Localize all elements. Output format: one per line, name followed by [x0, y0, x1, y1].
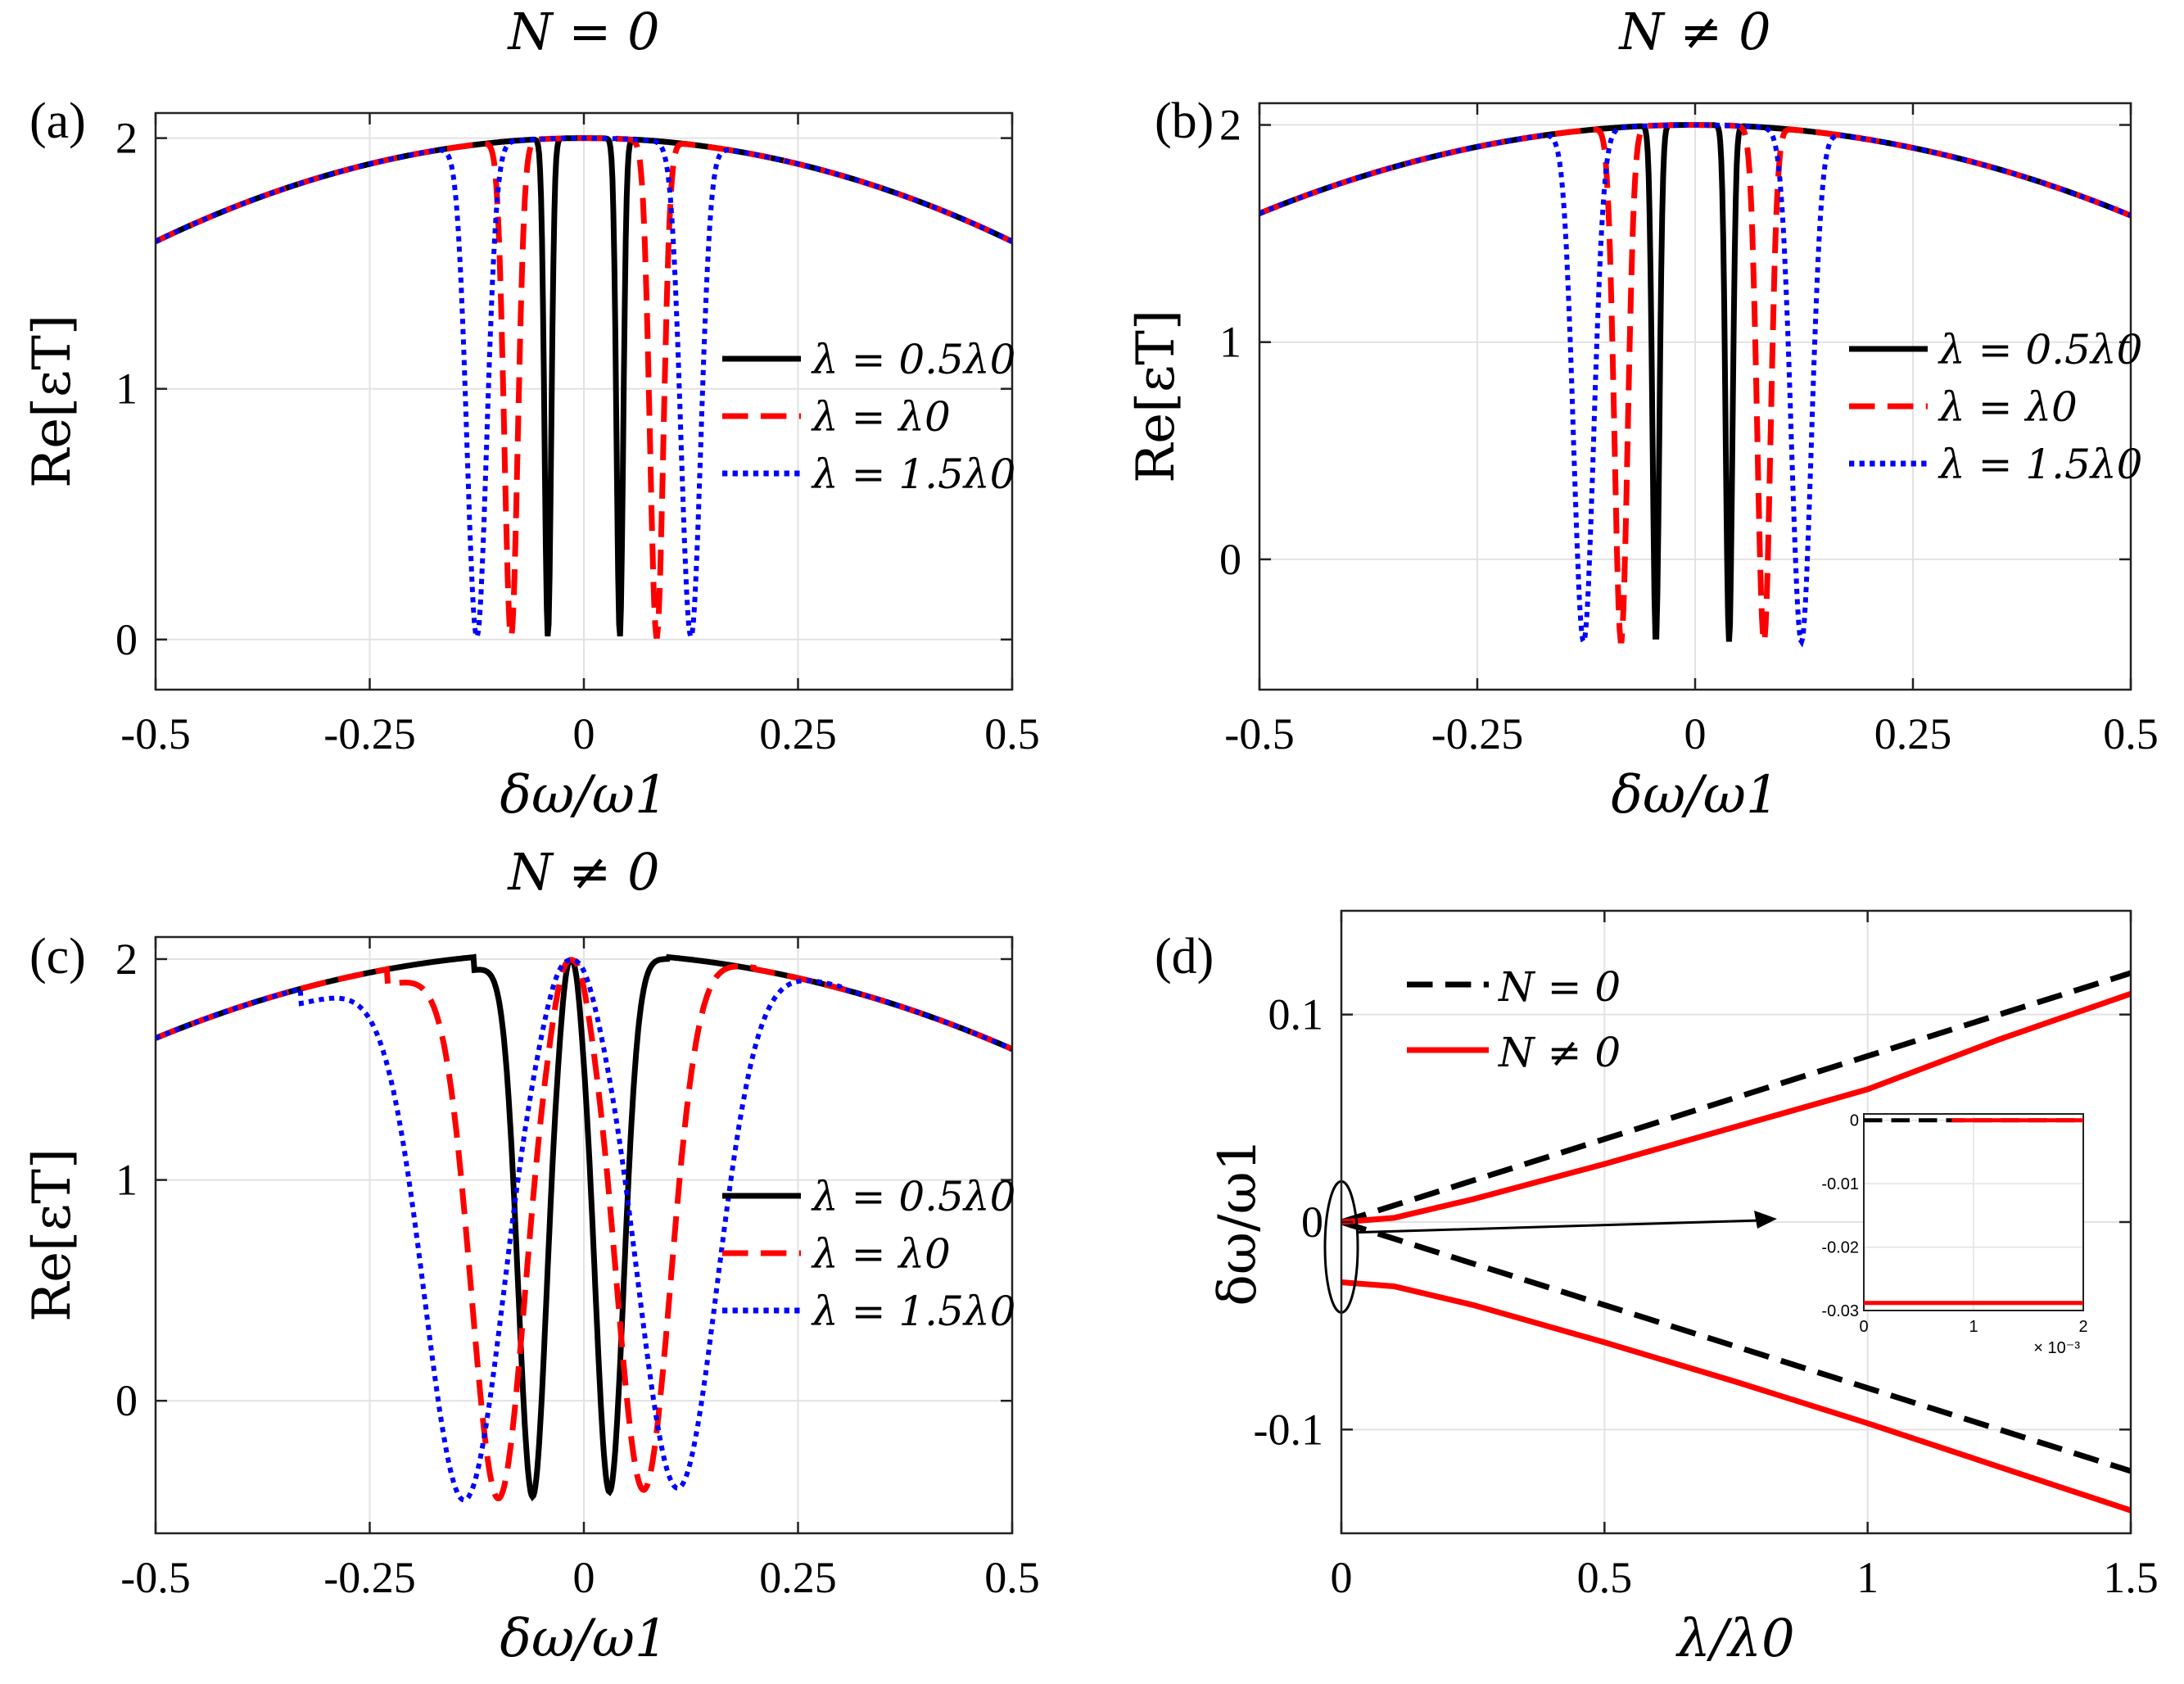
- x-tick-label: 0: [573, 709, 595, 758]
- legend-label-1: N ≠ 0: [1498, 1029, 1621, 1076]
- y-tick-label: -0.1: [1254, 1405, 1323, 1454]
- panel-0: -0.5 -0.25 0 0.25 0.5 0 1 2 N = 0 (a) δω/ω1 Re[εT] λ…: [22, 2, 1040, 826]
- panel-label: (b): [1155, 93, 1214, 149]
- inset-exponent-label: × 10⁻³: [2033, 1339, 2080, 1357]
- x-tick-label: -0.25: [323, 709, 415, 758]
- legend-label-1: λ = λ0: [811, 393, 951, 441]
- series-line-2: [1259, 122, 2131, 648]
- y-axis-label: δω/ω1: [1208, 1138, 1268, 1306]
- series-line-1-lower: [1341, 1279, 2131, 1514]
- y-tick-label: 0.1: [1268, 990, 1324, 1039]
- panel-label: (d): [1155, 929, 1214, 985]
- inset: 0 1 2 0 -0.01 -0.02 -0.03 × 10⁻³: [1821, 1112, 2087, 1357]
- panel-title: N ≠ 0: [1617, 2, 1770, 61]
- inset-x-tick-label: 0: [1859, 1318, 1868, 1336]
- y-axis-label: Re[εT]: [22, 315, 83, 488]
- x-tick-label: 1.5: [2103, 1553, 2159, 1602]
- inset-y-tick-label: 0: [1850, 1112, 1859, 1130]
- x-tick-label: -0.25: [323, 1553, 415, 1602]
- data-layer: [1259, 122, 2131, 648]
- legend-label-0: λ = 0.5λ0: [1938, 326, 2142, 373]
- y-tick-label: 0: [1219, 535, 1241, 584]
- inset-y-tick-label: -0.01: [1821, 1175, 1859, 1193]
- x-tick-label: 0.25: [1874, 709, 1952, 758]
- series-line-1-upper: [1341, 990, 2131, 1225]
- inset-frame: [1863, 1113, 2084, 1311]
- x-axis-label: δω/ω1: [500, 1609, 667, 1669]
- y-tick-label: 1: [1219, 318, 1241, 367]
- legend-label-2: λ = 1.5λ0: [811, 450, 1015, 498]
- legend-label-2: λ = 1.5λ0: [811, 1288, 1015, 1335]
- y-tick-label: 2: [115, 114, 138, 163]
- x-tick-label: 0: [573, 1553, 595, 1602]
- data-layer: [156, 953, 1012, 1503]
- panel-2: -0.5 -0.25 0 0.25 0.5 0 1 2 N ≠ 0 (c) δω/ω1 Re[εT] λ…: [22, 842, 1040, 1669]
- data-layer: [1341, 970, 2131, 1514]
- x-tick-label: 0.5: [1577, 1553, 1633, 1602]
- x-tick-label: 0.25: [759, 1553, 837, 1602]
- inset-x-tick-label: 1: [1969, 1318, 1978, 1336]
- y-axis-label: Re[εT]: [22, 1148, 83, 1322]
- y-tick-label: 2: [1219, 101, 1241, 150]
- x-tick-label: 0: [1684, 709, 1707, 758]
- legend-label-0: N = 0: [1498, 963, 1621, 1011]
- x-tick-label: 0.5: [2103, 709, 2159, 758]
- x-tick-label: 0: [1331, 1553, 1353, 1602]
- series-line-2: [156, 957, 1012, 1503]
- inset-x-tick-label: 2: [2078, 1318, 2087, 1336]
- panel-title: N ≠ 0: [506, 842, 659, 902]
- y-tick-label: 1: [115, 1156, 138, 1205]
- x-tick-label: -0.5: [1224, 709, 1294, 758]
- data-layer: [156, 135, 1012, 639]
- y-tick-label: 0: [115, 1376, 138, 1425]
- x-axis-label: λ/λ0: [1675, 1609, 1794, 1669]
- legend-label-0: λ = 0.5λ0: [811, 336, 1015, 383]
- y-tick-label: 0: [115, 615, 138, 664]
- y-tick-label: 0: [1301, 1197, 1323, 1247]
- x-tick-label: 0.25: [759, 709, 837, 758]
- panel-title: N = 0: [506, 2, 659, 61]
- x-tick-label: -0.5: [120, 709, 190, 758]
- panel-3: 0 0.5 1 1.5 -0.1 0 0.1 (d) λ/λ0 δω/ω1 N = 0 N ≠ 0 0 1…: [1155, 909, 2159, 1669]
- zoom-arrow-head: [1754, 1211, 1777, 1229]
- x-tick-label: -0.25: [1431, 709, 1523, 758]
- inset-y-tick-label: -0.03: [1821, 1302, 1859, 1320]
- x-axis-label: δω/ω1: [1611, 765, 1779, 826]
- x-tick-label: 1: [1856, 1553, 1879, 1602]
- panel-label: (a): [29, 93, 86, 149]
- legend-label-2: λ = 1.5λ0: [1938, 441, 2142, 488]
- series-line-2: [156, 135, 1012, 639]
- x-tick-label: -0.5: [120, 1553, 190, 1602]
- series-line-0-upper: [1341, 970, 2131, 1225]
- x-tick-label: 0.5: [984, 709, 1040, 758]
- panel-label: (c): [29, 929, 86, 985]
- x-tick-label: 0.5: [984, 1553, 1040, 1602]
- series-line-0-lower: [1341, 1219, 2131, 1474]
- x-axis-label: δω/ω1: [500, 765, 667, 826]
- legend-label-0: λ = 0.5λ0: [811, 1173, 1015, 1220]
- y-tick-label: 1: [115, 364, 138, 414]
- zoom-arrow-line: [1357, 1219, 1761, 1234]
- inset-y-tick-label: -0.02: [1821, 1239, 1859, 1257]
- legend-label-1: λ = λ0: [1938, 383, 2078, 431]
- y-tick-label: 2: [115, 935, 138, 984]
- panel-1: -0.5 -0.25 0 0.25 0.5 0 1 2 N ≠ 0 (b) δω/ω1 Re[εT] λ…: [1126, 2, 2159, 826]
- y-axis-label: Re[εT]: [1126, 310, 1187, 483]
- legend-label-1: λ = λ0: [811, 1230, 951, 1278]
